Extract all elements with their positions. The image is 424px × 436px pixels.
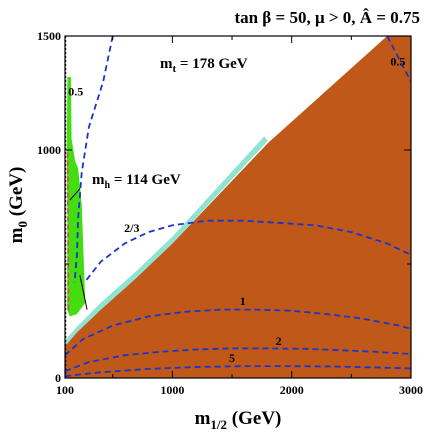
x-axis-label: m1/2 (GeV) [195,408,282,432]
chart-title: tan β = 50, μ > 0, Â = 0.75 [234,8,420,27]
y-tick-label-1: 1000 [37,143,61,157]
contour-label-0: 0.5 [68,84,83,98]
contour-line-2 [85,219,411,281]
contours-layer [65,36,411,378]
regions-layer [65,36,411,378]
contour-label-3: 1 [240,294,246,308]
contour-label-2: 2/3 [124,221,139,235]
line-g-minus-2 [66,149,70,310]
x-tick-label-0: 100 [56,383,74,397]
region-b-to-s-gamma [66,77,86,317]
contour-label-4: 2 [276,334,282,348]
y-tick-label-0: 0 [55,371,61,385]
contour-line-0 [73,36,114,283]
contour-line-1 [386,36,411,83]
contour-label-1: 0.5 [390,55,405,69]
y-axis-label: m0 (GeV) [6,167,30,244]
contour-line-3 [65,308,411,356]
y-tick-label-2: 1500 [37,29,61,43]
region-relic-density [65,136,268,347]
contour-label-5: 5 [229,351,235,365]
tick-labels-layer: 100 1000 2000 3000 0 1000 1500 [37,29,423,397]
mh-annotation: mh = 114 GeV [92,172,181,191]
x-tick-label-1: 1000 [160,383,184,397]
mt-annotation: mt = 178 GeV [160,56,248,75]
line-higgs-114 [79,275,88,310]
ticks-layer [64,35,412,379]
region-stau-lsp [65,36,411,378]
x-tick-label-2: 2000 [280,383,304,397]
plot-frame [64,35,412,379]
x-tick-label-3: 3000 [399,383,423,397]
contour-labels-layer: 0.5 0.5 2/3 1 2 5 [68,55,405,365]
contour-line-5 [65,365,411,378]
line-higgs-114-pointer [69,188,81,201]
